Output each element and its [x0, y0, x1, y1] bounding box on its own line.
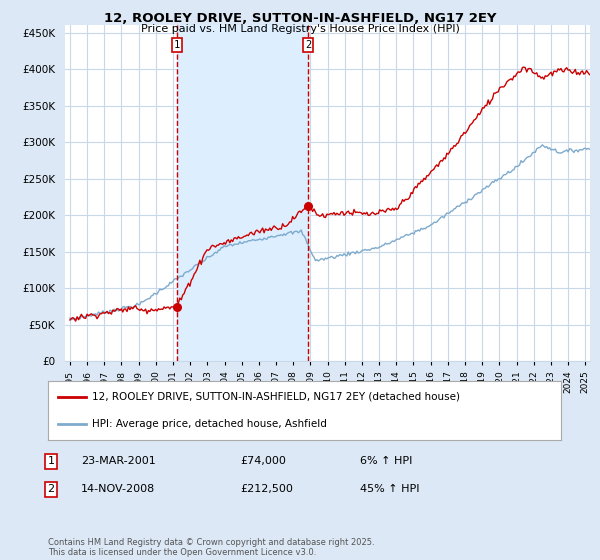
Text: 1: 1 — [47, 456, 55, 466]
Text: £212,500: £212,500 — [240, 484, 293, 494]
Text: 12, ROOLEY DRIVE, SUTTON-IN-ASHFIELD, NG17 2EY (detached house): 12, ROOLEY DRIVE, SUTTON-IN-ASHFIELD, NG… — [92, 391, 460, 402]
Text: 2: 2 — [47, 484, 55, 494]
Text: 23-MAR-2001: 23-MAR-2001 — [81, 456, 156, 466]
Text: £74,000: £74,000 — [240, 456, 286, 466]
Text: 12, ROOLEY DRIVE, SUTTON-IN-ASHFIELD, NG17 2EY: 12, ROOLEY DRIVE, SUTTON-IN-ASHFIELD, NG… — [104, 12, 496, 25]
Bar — [177, 25, 308, 361]
Text: 6% ↑ HPI: 6% ↑ HPI — [360, 456, 412, 466]
Text: 45% ↑ HPI: 45% ↑ HPI — [360, 484, 419, 494]
Text: Contains HM Land Registry data © Crown copyright and database right 2025.
This d: Contains HM Land Registry data © Crown c… — [48, 538, 374, 557]
Text: 1: 1 — [173, 40, 180, 50]
Text: 14-NOV-2008: 14-NOV-2008 — [81, 484, 155, 494]
Text: Price paid vs. HM Land Registry's House Price Index (HPI): Price paid vs. HM Land Registry's House … — [140, 24, 460, 34]
Text: HPI: Average price, detached house, Ashfield: HPI: Average price, detached house, Ashf… — [92, 419, 326, 429]
Text: 2: 2 — [305, 40, 311, 50]
